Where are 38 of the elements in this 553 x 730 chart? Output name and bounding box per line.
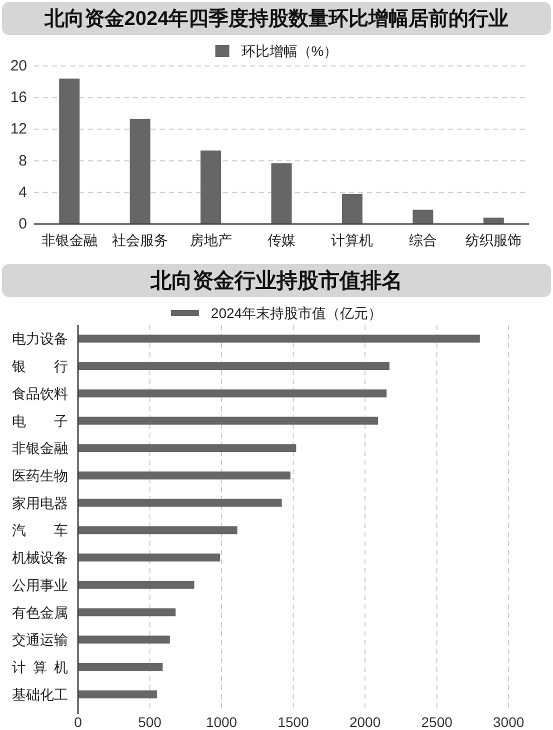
tick-label: 500: [138, 714, 162, 730]
category-label: 食品饮料: [12, 385, 68, 402]
tick-label: 4: [18, 184, 27, 201]
category-label: 传媒: [268, 232, 296, 248]
tick-label: 16: [10, 89, 27, 106]
legend-label: 环比增幅（%）: [241, 43, 338, 59]
category-label: 房地产: [190, 232, 232, 248]
category-label: 社会服务: [112, 232, 168, 248]
category-label: 综合: [408, 232, 437, 248]
category-label: 家用电器: [12, 494, 68, 511]
category-label: 有色金属: [12, 604, 68, 620]
legend-label: 2024年末持股市值（亿元）: [210, 305, 382, 321]
tick-label: 1500: [278, 714, 309, 730]
tick-label: 20: [10, 58, 27, 74]
category-label: 公用事业: [12, 576, 68, 593]
category-label: 计算机: [12, 658, 68, 675]
category-label: 电力设备: [12, 330, 68, 347]
category-label: 交通运输: [12, 632, 68, 648]
category-label: 非银金融: [41, 232, 98, 248]
category-label: 银行: [12, 358, 68, 374]
tick-label: 0: [18, 216, 27, 232]
category-label: 非银金融: [12, 440, 68, 456]
category-label: 基础化工: [12, 686, 68, 702]
category-label: 医药生物: [12, 467, 68, 484]
tick-label: 8: [18, 152, 27, 170]
title: 北向资金行业持股市值排名: [150, 270, 402, 292]
tick-label: 1000: [206, 714, 238, 730]
tick-label: 3000: [493, 714, 524, 730]
category-label: 纺织服饰: [466, 232, 522, 248]
category-label: 电子: [12, 412, 68, 429]
category-label: 汽车: [12, 522, 68, 538]
tick-label: 0: [74, 714, 82, 730]
title: 北向资金2024年四季度持股数量环比增幅居前的行业: [44, 8, 509, 30]
tick-label: 2000: [350, 714, 381, 730]
tick-label: 2500: [421, 714, 452, 730]
category-label: 机械设备: [12, 550, 68, 566]
category-label: 计算机: [331, 232, 374, 248]
tick-label: 12: [10, 120, 27, 138]
